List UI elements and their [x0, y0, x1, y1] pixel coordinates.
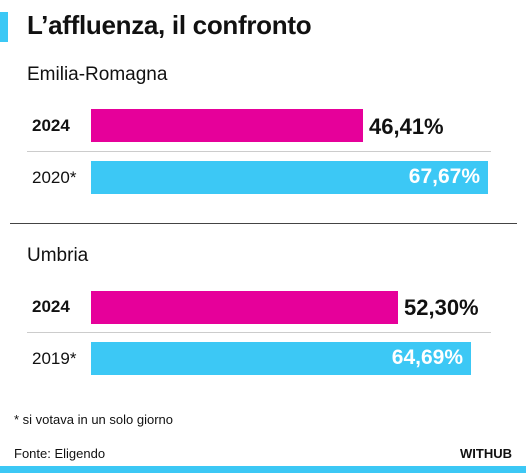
footnote: * si votava in un solo giorno [14, 412, 173, 427]
bar-er-2020 [91, 161, 488, 194]
row-divider [27, 151, 491, 152]
bar-umbria-2019 [91, 342, 471, 375]
bar-label-umbria-2019: 2019* [32, 349, 77, 368]
group-separator [10, 223, 517, 224]
bar-er-2024 [91, 109, 363, 142]
brand-logo-text: WITHUB [460, 446, 512, 461]
source-label: Fonte: Eligendo [14, 446, 106, 461]
value-label-umbria-2024: 52,30% [404, 295, 479, 320]
bar-label-er-2024: 2024 [32, 116, 70, 135]
group-label-umbria: Umbria [27, 245, 89, 266]
chart-title: L’affluenza, il confronto [27, 10, 312, 40]
group-label-emilia-romagna: Emilia-Romagna [27, 64, 168, 85]
bar-label-er-2020: 2020* [32, 168, 77, 187]
title-accent-bar [0, 12, 8, 42]
bottom-accent-bar [0, 466, 526, 473]
bar-umbria-2024 [91, 291, 398, 324]
row-divider [27, 332, 491, 333]
value-label-er-2020: 67,67% [408, 165, 480, 188]
bar-label-umbria-2024: 2024 [32, 297, 70, 316]
value-label-er-2024: 46,41% [369, 114, 444, 139]
value-label-umbria-2019: 64,69% [391, 346, 463, 369]
